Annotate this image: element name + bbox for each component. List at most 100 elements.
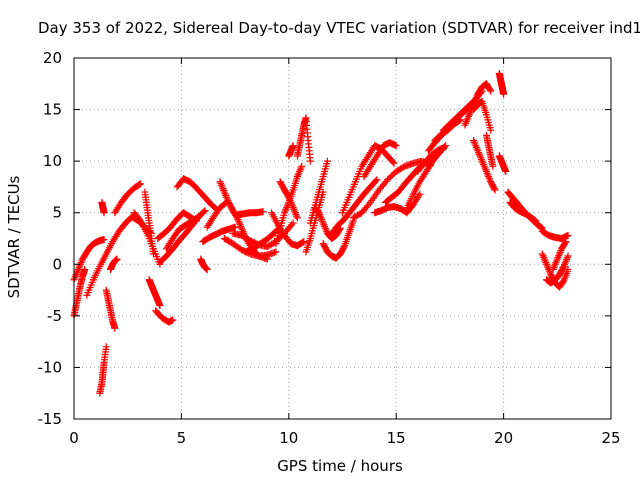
- data-point: [298, 162, 306, 170]
- data-point: [483, 169, 491, 177]
- series-arc-52: [506, 198, 540, 225]
- data-point: [500, 90, 508, 98]
- data-point: [561, 239, 569, 247]
- data-point: [560, 261, 568, 269]
- y-tick-label: 15: [43, 101, 62, 119]
- data-point: [549, 265, 557, 273]
- data-point: [235, 217, 243, 225]
- data-point: [486, 86, 494, 94]
- data-point: [223, 195, 231, 203]
- data-point: [490, 185, 498, 193]
- data-point: [238, 226, 246, 234]
- data-point: [320, 221, 328, 229]
- data-point: [465, 112, 473, 120]
- data-point: [481, 164, 489, 172]
- data-point: [321, 222, 329, 230]
- data-point: [203, 265, 211, 273]
- axis-ticks: 0 5 10 15 20 25 -15 -10 -5 0 5 10 15 20: [38, 49, 621, 447]
- data-point: [318, 217, 326, 225]
- data-point: [272, 248, 280, 256]
- series-arc-07: [107, 255, 121, 273]
- data-point: [464, 114, 472, 122]
- data-point: [553, 257, 561, 265]
- data-point: [288, 221, 296, 229]
- y-tick-label: 10: [43, 152, 62, 170]
- series-arc-55: [543, 252, 572, 287]
- data-point: [218, 183, 226, 191]
- data-point: [317, 214, 325, 222]
- data-point: [291, 209, 299, 217]
- data-point: [471, 140, 479, 148]
- data-point: [480, 162, 488, 170]
- data-point: [392, 142, 400, 150]
- data-point: [562, 238, 570, 246]
- data-point: [201, 207, 209, 215]
- series-arc-25: [268, 209, 308, 250]
- data-point: [541, 257, 549, 265]
- data-point: [113, 255, 121, 263]
- data-point: [487, 87, 495, 95]
- data-point: [281, 209, 289, 217]
- data-point: [478, 157, 486, 165]
- data-point: [321, 224, 329, 232]
- series-arc-23: [233, 208, 267, 219]
- data-point: [223, 193, 231, 201]
- data-point: [300, 238, 308, 246]
- data-point: [299, 238, 307, 246]
- data-point: [484, 171, 492, 179]
- data-point: [543, 260, 551, 268]
- chart-title: Day 353 of 2022, Sidereal Day-to-day VTE…: [38, 19, 640, 37]
- data-point: [216, 178, 224, 186]
- data-point: [81, 265, 89, 273]
- y-tick-label: -10: [38, 358, 63, 376]
- data-point: [316, 210, 324, 218]
- data-point: [282, 205, 290, 213]
- data-point: [486, 176, 494, 184]
- data-point: [100, 209, 108, 217]
- series-arc-24: [242, 225, 282, 256]
- y-axis-label: SDTVAR / TECUs: [5, 175, 23, 298]
- data-point: [562, 257, 570, 265]
- data-point: [136, 181, 144, 189]
- series-arc-47: [470, 137, 499, 194]
- series-arc-50: [495, 152, 510, 175]
- data-point: [466, 109, 474, 117]
- data-point: [389, 158, 397, 166]
- data-point: [169, 316, 177, 324]
- data-point: [288, 200, 296, 208]
- data-point: [476, 152, 484, 160]
- data-point: [319, 219, 327, 227]
- data-point: [415, 192, 423, 200]
- series-arc-53: [538, 227, 572, 242]
- data-point: [473, 145, 481, 153]
- data-point: [461, 121, 469, 129]
- data-point: [560, 262, 568, 270]
- data-point: [472, 94, 480, 102]
- data-point: [491, 186, 499, 194]
- data-point: [550, 262, 558, 270]
- x-tick-label: 15: [387, 429, 406, 447]
- data-point: [472, 143, 480, 151]
- data-point: [294, 171, 302, 179]
- data-point: [322, 226, 330, 234]
- data-point: [470, 137, 478, 145]
- data-point: [259, 208, 267, 216]
- x-tick-label: 10: [279, 429, 298, 447]
- data-point: [137, 180, 145, 188]
- data-point: [474, 147, 482, 155]
- data-point: [289, 142, 297, 150]
- data-point: [75, 264, 83, 272]
- data-point: [156, 302, 164, 310]
- series-arc-45: [461, 80, 495, 129]
- data-point: [288, 202, 296, 210]
- data-point: [485, 174, 493, 182]
- data-point: [502, 167, 510, 175]
- data-point: [475, 150, 483, 158]
- x-tick-label: 25: [601, 429, 620, 447]
- data-point: [231, 223, 239, 231]
- data-point: [293, 173, 301, 181]
- data-point: [555, 252, 563, 260]
- data-point: [235, 219, 243, 227]
- series-arc-06: [102, 286, 119, 332]
